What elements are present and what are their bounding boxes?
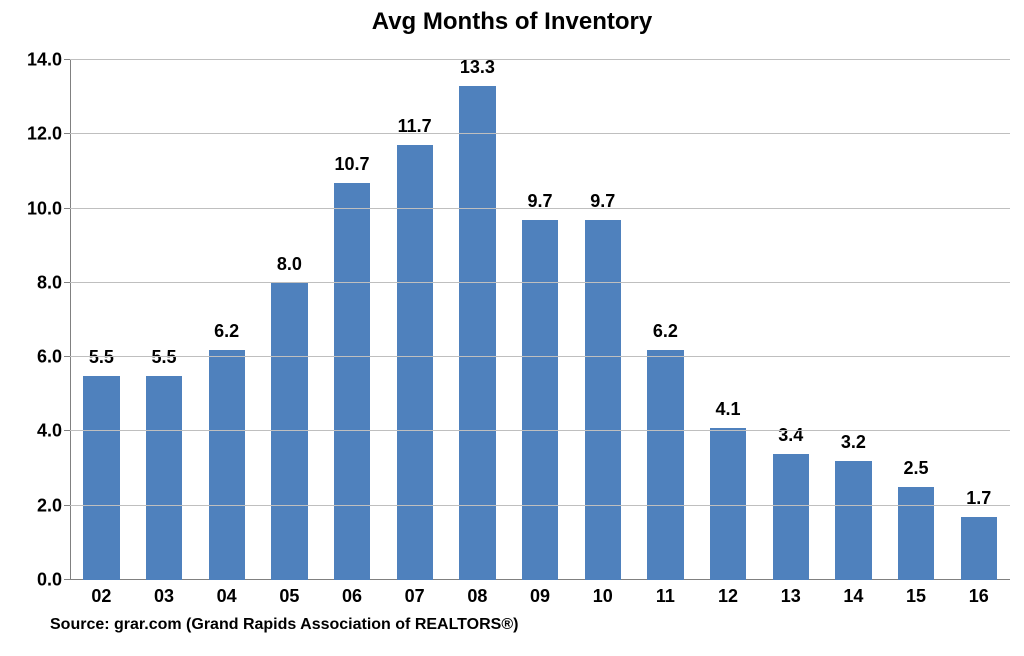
bar-value-label: 3.2 bbox=[841, 432, 866, 453]
bars-group: 5.5 5.5 6.2 8.0 10.7 11.7 13.3 9.79.7 6.2 4.1 3.4 3… bbox=[70, 60, 1010, 580]
bar-slot: 13.3 bbox=[446, 60, 509, 580]
x-axis-tick-label: 07 bbox=[383, 586, 446, 607]
source-prefix: Source: bbox=[50, 616, 114, 633]
x-axis-tick-label: 06 bbox=[321, 586, 384, 607]
gridline bbox=[70, 430, 1010, 431]
bar-slot: 10.7 bbox=[321, 60, 384, 580]
gridline bbox=[70, 356, 1010, 357]
bar-value-label: 13.3 bbox=[460, 57, 495, 78]
source-attribution: Source: grar.com (Grand Rapids Associati… bbox=[50, 616, 518, 634]
y-axis-tick-label: 8.0 bbox=[37, 272, 62, 293]
bar bbox=[146, 376, 182, 580]
y-tick-mark bbox=[64, 356, 70, 357]
x-axis-tick-label: 16 bbox=[947, 586, 1010, 607]
x-axis-tick-label: 15 bbox=[885, 586, 948, 607]
bar-slot: 4.1 bbox=[697, 60, 760, 580]
bar-value-label: 6.2 bbox=[214, 321, 239, 342]
bar-slot: 5.5 bbox=[70, 60, 133, 580]
bar-slot: 6.2 bbox=[634, 60, 697, 580]
chart-container: Avg Months of Inventory 5.5 5.5 6.2 8.0 10.7… bbox=[0, 0, 1024, 656]
bar bbox=[773, 454, 809, 580]
y-axis-tick-label: 10.0 bbox=[27, 198, 62, 219]
bar-value-label: 3.4 bbox=[778, 425, 803, 446]
bar-value-label: 5.5 bbox=[151, 347, 176, 368]
bar bbox=[459, 86, 495, 580]
bar bbox=[898, 487, 934, 580]
x-axis-tick-label: 04 bbox=[195, 586, 258, 607]
y-axis-tick-label: 12.0 bbox=[27, 124, 62, 145]
bar-slot: 6.2 bbox=[195, 60, 258, 580]
bar-slot: 9.7 bbox=[571, 60, 634, 580]
bar-slot: 5.5 bbox=[133, 60, 196, 580]
bar bbox=[83, 376, 119, 580]
x-axis-tick-label: 14 bbox=[822, 586, 885, 607]
x-axis-tick-label: 02 bbox=[70, 586, 133, 607]
bar bbox=[585, 220, 621, 580]
y-tick-mark bbox=[64, 133, 70, 134]
chart-title: Avg Months of Inventory bbox=[0, 8, 1024, 36]
gridline bbox=[70, 282, 1010, 283]
bar-slot: 3.2 bbox=[822, 60, 885, 580]
bar bbox=[961, 517, 997, 580]
y-axis-tick-label: 4.0 bbox=[37, 421, 62, 442]
x-axis-tick-label: 12 bbox=[697, 586, 760, 607]
gridline bbox=[70, 133, 1010, 134]
x-axis-tick-label: 05 bbox=[258, 586, 321, 607]
y-tick-mark bbox=[64, 430, 70, 431]
y-tick-mark bbox=[64, 282, 70, 283]
y-axis-tick-label: 0.0 bbox=[37, 570, 62, 591]
gridline bbox=[70, 505, 1010, 506]
bar-value-label: 8.0 bbox=[277, 254, 302, 275]
y-tick-mark bbox=[64, 59, 70, 60]
x-axis-tick-label: 03 bbox=[133, 586, 196, 607]
y-axis-tick-label: 6.0 bbox=[37, 347, 62, 368]
bar-slot: 1.7 bbox=[947, 60, 1010, 580]
y-tick-mark bbox=[64, 505, 70, 506]
bar-value-label: 6.2 bbox=[653, 321, 678, 342]
x-axis-tick-label: 11 bbox=[634, 586, 697, 607]
y-tick-mark bbox=[64, 208, 70, 209]
bar bbox=[334, 183, 370, 580]
bar-slot: 9.7 bbox=[509, 60, 572, 580]
bar-value-label: 5.5 bbox=[89, 347, 114, 368]
bar-slot: 11.7 bbox=[383, 60, 446, 580]
gridline bbox=[70, 208, 1010, 209]
y-axis-tick-label: 14.0 bbox=[27, 50, 62, 71]
source-text: grar.com (Grand Rapids Association of RE… bbox=[114, 616, 518, 633]
x-axis-tick-label: 13 bbox=[759, 586, 822, 607]
bar-slot: 3.4 bbox=[759, 60, 822, 580]
x-axis-tick-label: 08 bbox=[446, 586, 509, 607]
gridline bbox=[70, 59, 1010, 60]
bar bbox=[647, 350, 683, 580]
bar bbox=[835, 461, 871, 580]
x-axis-labels: 020304050607080910111213141516 bbox=[70, 586, 1010, 607]
bar-value-label: 10.7 bbox=[334, 154, 369, 175]
bar-slot: 8.0 bbox=[258, 60, 321, 580]
bar bbox=[209, 350, 245, 580]
plot-area: 5.5 5.5 6.2 8.0 10.7 11.7 13.3 9.79.7 6.2 4.1 3.4 3… bbox=[70, 60, 1010, 580]
x-axis-tick-label: 09 bbox=[509, 586, 572, 607]
bar bbox=[522, 220, 558, 580]
y-tick-mark bbox=[64, 579, 70, 580]
x-axis-tick-label: 10 bbox=[571, 586, 634, 607]
y-axis-tick-label: 2.0 bbox=[37, 495, 62, 516]
bar bbox=[397, 145, 433, 580]
bar-slot: 2.5 bbox=[885, 60, 948, 580]
bar-value-label: 4.1 bbox=[716, 399, 741, 420]
bar-value-label: 2.5 bbox=[904, 458, 929, 479]
